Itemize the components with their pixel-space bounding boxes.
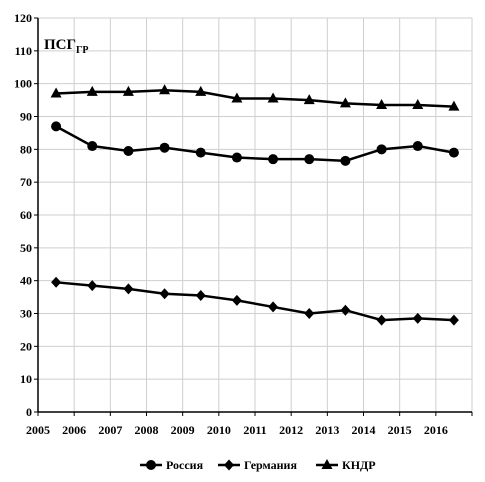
legend-item: Германия (218, 458, 297, 472)
y-tick-label: 110 (15, 44, 32, 58)
data-point (412, 141, 423, 152)
data-point (412, 312, 423, 324)
y-tick-label: 100 (14, 77, 32, 91)
series-line (55, 125, 455, 163)
x-tick-label: 2006 (62, 423, 86, 437)
y-axis-label: ПСГГР (44, 37, 89, 56)
data-point (123, 283, 134, 295)
data-point (86, 85, 98, 96)
data-point (340, 304, 351, 316)
data-point (448, 147, 459, 158)
x-tick-label: 2015 (388, 423, 412, 437)
data-point (448, 314, 459, 326)
legend: Россия Германия КНДР (140, 458, 376, 472)
data-point (87, 280, 98, 292)
series-triangle (50, 84, 460, 111)
data-point (231, 294, 242, 306)
data-point (51, 276, 62, 288)
data-point (321, 459, 333, 469)
axes (34, 17, 473, 416)
data-point (51, 121, 62, 132)
x-tick-labels: 2005 2006 2007 2008 2009 2010 2011 2012 2013 2014… (26, 423, 448, 437)
data-point (159, 142, 170, 153)
y-tick-label: 10 (20, 372, 32, 386)
series-circle (51, 121, 459, 166)
y-tick-label: 80 (20, 142, 32, 156)
data-point (448, 100, 460, 111)
x-tick-label: 2008 (135, 423, 159, 437)
x-tick-label: 2010 (207, 423, 231, 437)
data-point (268, 301, 279, 313)
data-point (304, 154, 315, 165)
x-tick-label: 2014 (352, 423, 376, 437)
y-tick-label: 20 (20, 339, 32, 353)
data-point (50, 87, 62, 98)
legend-label: КНДР (342, 458, 376, 472)
data-point (195, 85, 207, 96)
y-axis-label-subscript: ГР (76, 45, 88, 56)
y-tick-label: 0 (26, 405, 32, 419)
data-point (195, 289, 206, 301)
x-tick-label: 2013 (315, 423, 339, 437)
data-point (412, 99, 424, 110)
data-point (146, 460, 156, 470)
x-tick-label: 2007 (98, 423, 122, 437)
legend-label: Германия (244, 458, 297, 472)
data-series (50, 84, 460, 326)
data-point (87, 141, 98, 152)
x-tick-label: 2005 (26, 423, 50, 437)
data-point (122, 85, 134, 96)
y-tick-label: 120 (14, 11, 32, 25)
data-point (231, 92, 243, 103)
y-axis-label-main: ПСГ (44, 37, 76, 53)
series-diamond (51, 276, 459, 326)
x-tick-label: 2009 (171, 423, 195, 437)
y-tick-label: 30 (20, 307, 32, 321)
data-point (376, 99, 388, 110)
series-line (55, 281, 454, 322)
data-point (376, 314, 387, 326)
y-tick-labels: 0 10 20 30 40 50 60 70 80 90 100 110 120 (14, 11, 32, 419)
legend-label: Россия (166, 458, 204, 472)
data-point (268, 154, 279, 165)
legend-item: Россия (140, 458, 204, 472)
legend-item: КНДР (316, 458, 376, 472)
data-point (304, 308, 315, 319)
data-point (267, 92, 279, 103)
x-tick-label: 2011 (243, 423, 266, 437)
x-tick-label: 2012 (279, 423, 303, 437)
data-point (195, 147, 206, 158)
y-tick-label: 50 (20, 241, 32, 255)
data-point (303, 94, 315, 105)
data-point (224, 459, 234, 471)
grid-lines (37, 17, 473, 413)
data-point (123, 145, 134, 156)
data-point (159, 288, 170, 300)
y-tick-label: 70 (20, 175, 32, 189)
y-tick-label: 90 (20, 110, 32, 124)
series-line (56, 88, 454, 108)
x-tick-label: 2016 (424, 423, 448, 437)
data-point (339, 97, 351, 108)
data-point (159, 84, 171, 95)
y-tick-label: 40 (20, 274, 32, 288)
data-point (231, 152, 242, 163)
data-point (340, 155, 351, 166)
data-point (376, 144, 387, 155)
y-tick-label: 60 (20, 208, 32, 222)
